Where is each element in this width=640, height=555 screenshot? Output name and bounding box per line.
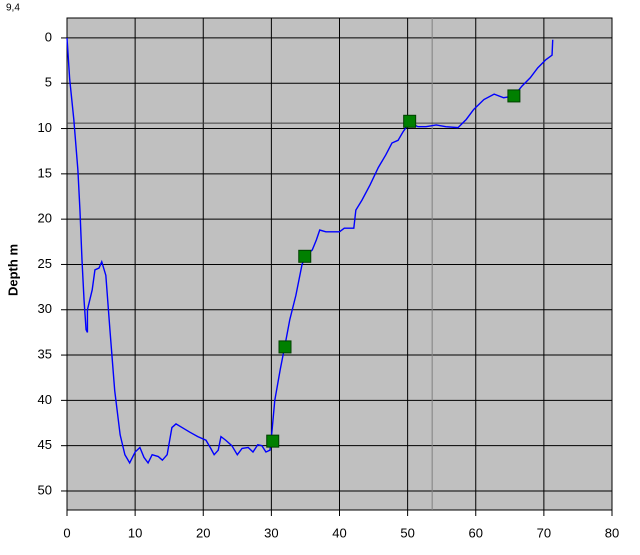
y-axis-label: Depth m <box>5 244 20 296</box>
y-tick-label: 5 <box>45 75 52 90</box>
x-tick-label: 80 <box>605 525 619 540</box>
y-tick-label: 45 <box>38 437 52 452</box>
marker <box>266 434 280 448</box>
depth-line <box>66 37 554 465</box>
y-tick-label: 50 <box>38 482 52 497</box>
y-tick-label: 20 <box>38 211 52 226</box>
y-tick-label: 35 <box>38 346 52 361</box>
x-tick-label: 40 <box>332 525 346 540</box>
y-tick-label: 30 <box>38 301 52 316</box>
y-tick-label: 10 <box>38 120 52 135</box>
x-tick-label: 30 <box>264 525 278 540</box>
marker <box>403 114 417 128</box>
marker <box>278 340 292 354</box>
y-tick-label: 15 <box>38 165 52 180</box>
marker <box>507 89 521 103</box>
x-tick-label: 60 <box>469 525 483 540</box>
x-tick-label: 0 <box>63 525 70 540</box>
x-tick-label: 70 <box>537 525 551 540</box>
marker <box>298 249 312 263</box>
x-tick-label: 20 <box>196 525 210 540</box>
y-tick-label: 40 <box>38 392 52 407</box>
cursor-label: 9,4 <box>6 3 20 14</box>
x-tick-label: 50 <box>400 525 414 540</box>
y-tick-label: 25 <box>38 256 52 271</box>
y-tick-label: 0 <box>45 29 52 44</box>
x-tick-label: 10 <box>128 525 142 540</box>
